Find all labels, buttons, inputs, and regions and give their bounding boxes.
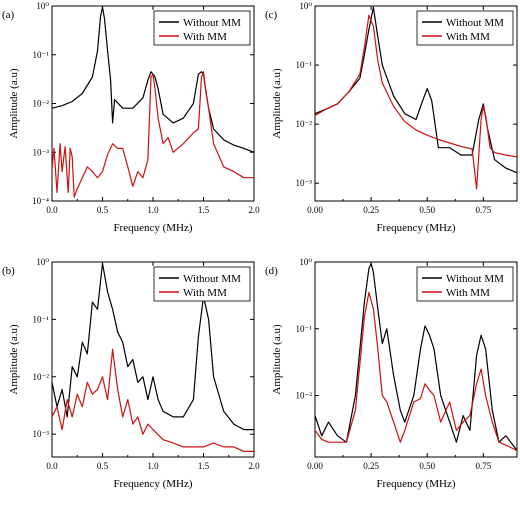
series-line-with-mm [52, 71, 254, 198]
y-tick-label: 10⁰ [299, 1, 312, 11]
x-tick-label: 2.0 [248, 461, 260, 471]
x-axis-label: Frequency (MHz) [113, 222, 192, 234]
panel-3: 0.00 0.25 0.50 0.75 10⁰ 10⁻¹ 10⁻² Frequency (MH… [265, 257, 518, 490]
panel-1: 0.0 0.5 1.0 1.5 2.0 10⁰ 10⁻¹ 10⁻² 10⁻³ Frequency … [2, 257, 260, 490]
legend-box [153, 10, 251, 46]
legend-box [416, 266, 514, 302]
x-axis-label: Frequency (MHz) [376, 478, 455, 490]
plot-frame [314, 5, 518, 202]
series-line-without-mm [315, 262, 517, 451]
y-tick-label: 10⁻³ [33, 147, 50, 157]
y-tick-label: 10⁻¹ [33, 50, 50, 60]
y-tick-label: 10⁰ [36, 1, 49, 11]
y-axis-label: Amplitude (a.u) [271, 68, 283, 139]
legend-label: With MM [446, 31, 490, 43]
x-tick-label: 0.50 [419, 205, 435, 215]
x-axis-label: Frequency (MHz) [376, 222, 455, 234]
legend-box [416, 10, 514, 46]
x-tick-label: 1.0 [147, 461, 159, 471]
x-tick-label: 0.0 [46, 461, 58, 471]
y-axis-label: Amplitude (a.u) [271, 324, 283, 395]
legend-label: With MM [183, 287, 227, 299]
x-tick-label: 0.25 [363, 461, 379, 471]
series-line-without-mm [315, 6, 517, 174]
y-tick-label: 10⁰ [36, 257, 49, 267]
x-tick-label: 1.5 [198, 461, 210, 471]
legend-label: Without MM [446, 273, 504, 285]
panel-label: (d) [265, 265, 278, 277]
y-tick-label: 10⁻³ [296, 178, 313, 188]
x-axis-label: Frequency (MHz) [113, 478, 192, 490]
legend-label: Without MM [446, 17, 504, 29]
panel-label: (b) [2, 265, 15, 277]
x-tick-label: 0.75 [475, 461, 491, 471]
x-tick-label: 0.00 [307, 461, 323, 471]
y-tick-label: 10⁻¹ [33, 314, 50, 324]
legend-box [153, 266, 251, 302]
y-tick-label: 10⁻¹ [296, 324, 313, 334]
series-line-with-mm [52, 348, 254, 452]
y-axis-label: Amplitude (a.u) [8, 324, 20, 395]
x-tick-label: 1.5 [198, 205, 210, 215]
y-tick-label: 10⁻⁴ [32, 196, 49, 206]
y-axis-label: Amplitude (a.u) [8, 68, 20, 139]
x-tick-label: 0.00 [307, 205, 323, 215]
x-tick-label: 0.50 [419, 461, 435, 471]
y-tick-label: 10⁻² [296, 391, 313, 401]
panel-0: 0.0 0.5 1.0 1.5 2.0 10⁰ 10⁻¹ 10⁻² 10⁻³ 10⁻⁴ Freque… [2, 1, 260, 234]
y-tick-label: 10⁻² [296, 119, 313, 129]
series-line-without-mm [52, 262, 254, 431]
y-tick-label: 10⁻² [33, 372, 50, 382]
x-tick-label: 0.5 [97, 461, 109, 471]
legend-label: Without MM [183, 17, 241, 29]
panel-label: (a) [2, 9, 15, 21]
y-tick-label: 10⁻¹ [296, 60, 313, 70]
x-tick-label: 0.25 [363, 205, 379, 215]
y-tick-label: 10⁻² [33, 99, 50, 109]
series-line-with-mm [315, 14, 517, 190]
panel-label: (c) [265, 9, 278, 21]
x-tick-label: 0.0 [46, 205, 58, 215]
legend-label: With MM [183, 31, 227, 43]
x-tick-label: 0.5 [97, 205, 109, 215]
y-tick-label: 10⁻³ [33, 429, 50, 439]
y-tick-label: 10⁰ [299, 257, 312, 267]
x-tick-label: 1.0 [147, 205, 159, 215]
legend-label: Without MM [183, 273, 241, 285]
x-tick-label: 2.0 [248, 205, 260, 215]
series-line-with-mm [315, 291, 517, 452]
x-tick-label: 0.75 [475, 205, 491, 215]
plot-frame [314, 261, 518, 458]
legend-label: With MM [446, 287, 490, 299]
panel-2: 0.00 0.25 0.50 0.75 10⁰ 10⁻¹ 10⁻² 10⁻³ Frequency… [265, 1, 518, 234]
